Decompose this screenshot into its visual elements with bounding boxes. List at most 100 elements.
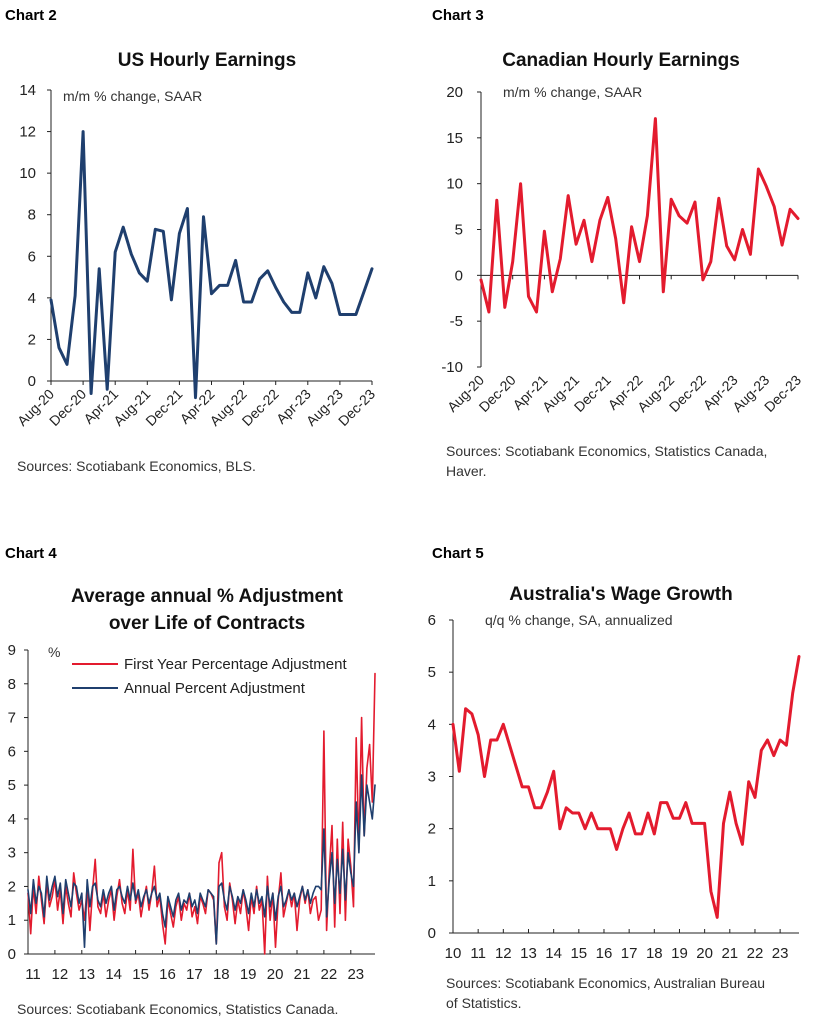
data-point [704,822,706,824]
data-point [296,906,298,908]
data-point [256,889,258,891]
x-tick-label: 23 [772,945,789,962]
data-point [153,865,155,867]
data-point [735,822,737,824]
chart-panel-2: Chart 2 US Hourly Earnings 0 2 4 6 8 10 12 14 Au… [0,0,414,511]
data-point [336,838,338,840]
data-point [685,802,687,804]
data-point [218,284,221,286]
data-point [73,882,75,884]
data-point [191,906,193,908]
data-point [296,929,298,931]
data-point [734,259,736,261]
data-point [686,222,688,224]
data-point [288,889,290,891]
x-tick-label: 14 [105,966,122,983]
y-tick-label: 2 [8,878,16,895]
data-point [218,885,220,887]
x-tick-label: 18 [646,945,663,962]
data-point [70,906,72,908]
x-tick-label: 15 [570,945,587,962]
chart-source-line-1: Sources: Scotiabank Economics, Australia… [446,975,766,991]
data-point [590,812,592,814]
data-point [113,919,115,921]
data-point [242,889,244,891]
data-point [62,912,64,915]
series-line [49,130,374,400]
data-point [226,919,228,921]
data-point [245,899,247,901]
data-point [94,858,96,860]
data-point [496,739,498,741]
y-tick-label: 6 [8,743,16,760]
data-point [371,818,373,820]
data-point [512,261,514,263]
data-point [248,929,250,931]
x-tick-label: 14 [545,945,562,962]
data-point [527,786,530,788]
data-point [130,253,132,255]
data-point [315,885,317,887]
x-tick-label: 17 [186,966,203,983]
y-tick-label: 10 [19,165,36,182]
y-tick-label: 3 [8,845,16,862]
data-point [282,906,285,908]
data-point [515,765,517,767]
data-point [371,801,373,803]
data-point [58,347,60,349]
y-tick-label: 14 [19,82,36,99]
data-point [754,796,756,798]
chart-title: US Hourly Earnings [117,50,297,71]
data-point [578,812,580,814]
data-point [106,388,108,390]
data-point [153,885,155,887]
data-point [266,875,268,877]
data-point [146,280,148,282]
data-point [323,730,325,732]
data-point [180,909,182,911]
y-tick-label: 0 [455,267,463,284]
data-point [641,833,643,835]
x-tick-label: Dec-22 [239,386,282,429]
data-point [584,828,586,830]
data-point [43,916,45,918]
x-tick-label: 12 [52,966,69,983]
data-point [140,906,142,908]
data-point [51,896,53,898]
data-point [167,896,169,898]
data-point [48,899,51,901]
y-tick-label: 10 [446,176,463,193]
data-point [186,902,188,904]
data-point [634,833,636,835]
data-point [358,852,360,854]
series-line [451,655,801,919]
data-point [347,838,349,840]
data-point [496,199,498,201]
data-point [264,953,266,955]
data-point [628,812,630,814]
data-point [226,909,228,911]
data-point [331,852,333,854]
data-point [221,882,223,884]
data-point [691,822,693,824]
data-point [285,899,287,901]
data-point [194,899,196,901]
data-point [170,912,172,915]
data-point [697,822,699,824]
data-point [350,872,352,874]
chart-number: Chart 5 [432,545,484,562]
data-point [304,902,306,904]
data-point [172,926,174,928]
data-point [317,885,320,887]
data-point [267,270,269,272]
data-point [229,882,231,884]
y-tick-label: -10 [441,359,463,376]
x-tick-label: 16 [596,945,613,962]
data-point [207,889,209,891]
y-tick-label: 20 [446,84,463,101]
data-point [145,889,147,891]
data-point [304,899,306,901]
data-point [666,802,668,804]
data-point [100,912,102,915]
y-tick-label: 0 [8,946,16,963]
